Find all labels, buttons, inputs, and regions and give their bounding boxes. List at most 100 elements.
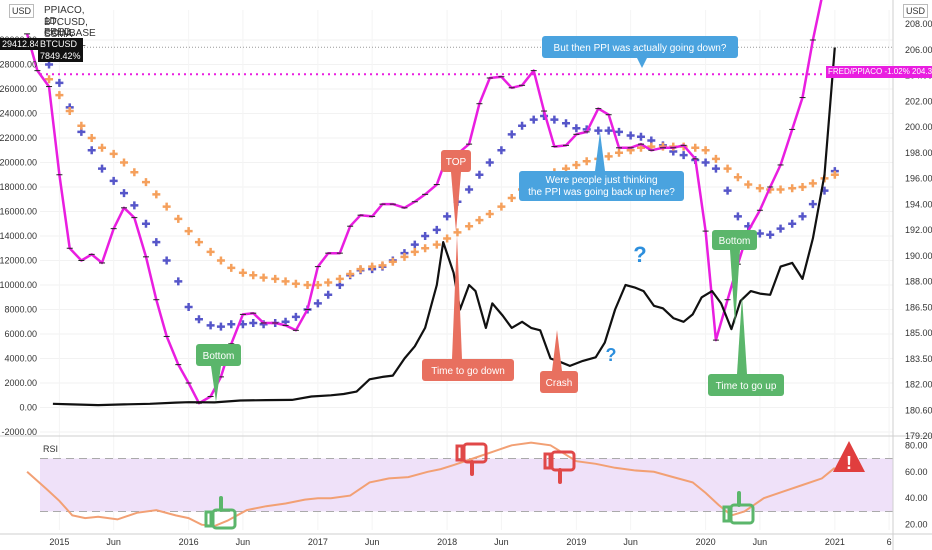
warning-icon: !: [833, 441, 865, 473]
y-left-tick-label: 28000.00: [0, 60, 37, 70]
ssma-orange-point: [194, 238, 203, 247]
ssma-orange-point: [216, 256, 225, 265]
annotation-callout[interactable]: Time to go down: [422, 235, 514, 381]
ssma-blue-point: [788, 219, 797, 228]
legend-series-btcusd[interactable]: BTCUSD, COINBASE: [44, 17, 96, 39]
ssma-blue-point: [152, 238, 161, 247]
ssma-orange-point: [356, 265, 365, 274]
y-left-tick-label: 4000.00: [4, 354, 37, 364]
ssma-blue-point: [572, 124, 581, 133]
y-left-tick-label: 2000.00: [4, 378, 37, 388]
x-tick-label: 2020: [696, 537, 716, 547]
ssma-orange-point: [776, 185, 785, 194]
callout-text: Bottom: [203, 351, 235, 362]
y-left-tick-label: 24000.00: [0, 109, 37, 119]
y-right-tick-label: 200.00: [905, 122, 932, 132]
ssma-orange-point: [798, 183, 807, 191]
ssma-orange-point: [109, 149, 118, 158]
ssma-blue-point: [755, 229, 764, 238]
ssma-orange-point: [174, 214, 183, 223]
ssma-blue-point: [194, 315, 203, 324]
ssma-orange-point: [443, 234, 452, 243]
annotation-callout[interactable]: Bottom: [196, 344, 241, 402]
annotation-callout[interactable]: Bottom: [712, 230, 757, 325]
callout-pointer: [737, 296, 747, 374]
ssma-orange-point: [98, 143, 107, 152]
callout-text: Time to go up: [716, 381, 777, 392]
y-left-tick-label: 14000.00: [0, 231, 37, 241]
y-right-tick-label: 194.00: [905, 199, 932, 209]
x-tick-label: Jun: [106, 537, 121, 547]
ssma-orange-point: [335, 274, 344, 283]
ssma-blue-point: [562, 119, 571, 128]
legend-series-ssma[interactable]: SSMA: [44, 29, 73, 40]
y-left-tick-label: 26000.00: [0, 84, 37, 94]
ssma-blue-point: [529, 115, 538, 124]
ssma-orange-point: [475, 216, 484, 225]
ssma-orange-point: [485, 209, 494, 218]
ssma-orange-point: [711, 154, 720, 163]
y-left-tick-label: 0.00: [19, 403, 37, 413]
x-tick-label: Jun: [365, 537, 380, 547]
ssma-blue-point: [313, 299, 322, 308]
usd-badge[interactable]: USD: [9, 4, 35, 18]
x-tick-label: 6: [887, 537, 892, 547]
ssma-orange-point: [281, 277, 290, 286]
ssma-blue-point: [808, 200, 817, 209]
warning-mark: !: [846, 453, 852, 473]
ssma-orange-point: [271, 274, 280, 283]
usd-right-label[interactable]: USD: [903, 4, 929, 18]
annotation-callout[interactable]: TOP: [441, 150, 471, 232]
ssma-blue-point: [206, 321, 215, 330]
ssma-orange-point: [227, 263, 236, 272]
y-left-tick-label: 16000.00: [0, 207, 37, 217]
ssma-orange-point: [400, 252, 409, 261]
y-right-tick-label: 185.00: [905, 328, 932, 338]
ssma-orange-point: [55, 91, 64, 100]
thumb-body: [211, 508, 237, 530]
y-left-tick-label: 6000.00: [4, 329, 37, 339]
x-tick-label: 2021: [825, 537, 845, 547]
ssma-orange-point: [65, 107, 74, 116]
ssma-orange-point: [206, 247, 215, 256]
annotation-callout[interactable]: But then PPI was actually going down?: [542, 36, 738, 68]
ssma-orange-point: [184, 227, 193, 236]
ssma-blue-point: [594, 126, 603, 135]
ssma-blue-point: [227, 320, 236, 329]
ssma-orange-point: [77, 121, 86, 130]
thumb-cuff: [204, 510, 213, 528]
ssma-blue-point: [141, 219, 150, 228]
y-right-tick-label: 182.00: [905, 380, 932, 390]
ssma-blue-point: [324, 290, 333, 299]
ssma-orange-point: [507, 194, 516, 203]
ssma-blue-point: [475, 170, 484, 179]
thumbs-down-icon: [455, 442, 488, 476]
ssma-blue-point: [679, 151, 688, 160]
x-tick-label: Jun: [236, 537, 251, 547]
ssma-orange-point: [152, 190, 161, 199]
ssma-orange-point: [249, 271, 258, 280]
callout-box: [708, 374, 784, 396]
annotation-callout[interactable]: Crash: [540, 330, 578, 393]
ssma-blue-point: [130, 201, 139, 210]
ssma-blue-point: [410, 240, 419, 249]
callout-text: But then PPI was actually going down?: [554, 43, 727, 54]
ssma-blue-point: [120, 189, 129, 198]
callout-text: Were people just thinking: [545, 175, 657, 186]
question-mark-icon: ?: [606, 345, 617, 365]
y-right-tick-label: 206.00: [905, 45, 932, 55]
thumb-body: [550, 450, 576, 472]
callout-box: [540, 371, 578, 393]
callout-pointer: [451, 172, 461, 232]
ssma-orange-point: [691, 143, 700, 152]
grid-lines: [40, 10, 893, 530]
y-right-tick-label: 202.00: [905, 96, 932, 106]
ssma-blue-point: [615, 127, 624, 136]
ssma-blue-point: [636, 132, 645, 141]
ssma-orange-point: [497, 202, 506, 211]
x-tick-label: 2015: [49, 537, 69, 547]
ssma-orange-point: [378, 261, 387, 270]
annotation-callout[interactable]: Time to go up: [708, 296, 784, 396]
